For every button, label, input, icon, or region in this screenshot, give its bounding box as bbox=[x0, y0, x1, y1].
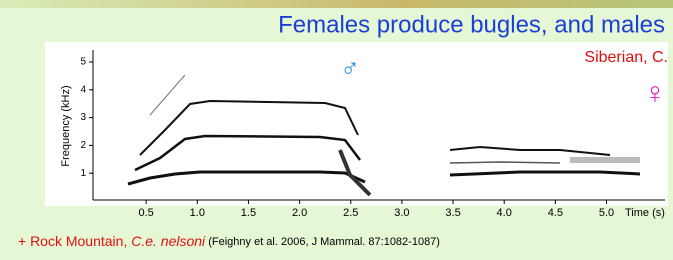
footer-citation: (Feighny et al. 2006, J Mammal. 87:1082-… bbox=[205, 236, 440, 248]
y-axis-label: Frequency (kHz) bbox=[60, 85, 72, 166]
x-tick-label: 3.5 bbox=[445, 207, 460, 219]
female-symbol: ♀ bbox=[644, 77, 667, 110]
footer-species: C.e. nelsoni bbox=[131, 233, 206, 249]
x-tick-label: 3.0 bbox=[394, 207, 409, 219]
x-tick-label: 5.0 bbox=[599, 207, 614, 219]
y-tick-label: 5 bbox=[80, 57, 86, 68]
x-tick-label: 2.0 bbox=[292, 207, 307, 219]
slide-title: Females produce bugles, and males bbox=[278, 11, 665, 38]
slide-canvas: Females produce bugles, and males Siberi… bbox=[0, 0, 673, 260]
y-tick-label: 4 bbox=[80, 84, 86, 95]
y-tick-label: 2 bbox=[80, 140, 86, 151]
x-tick-label: 1.5 bbox=[241, 207, 256, 219]
species-note: Siberian, C. bbox=[584, 49, 668, 66]
x-tick-label: 0.5 bbox=[139, 207, 154, 219]
male-symbol: ♂ bbox=[340, 53, 360, 83]
y-tick-label: 1 bbox=[80, 168, 86, 179]
footer: + Rock Mountain, C.e. nelsoni (Feighny e… bbox=[18, 233, 440, 249]
x-tick-label: 1.0 bbox=[190, 207, 205, 219]
x-tick-label: 2.5 bbox=[343, 207, 358, 219]
x-tick-label: 4.5 bbox=[548, 207, 563, 219]
x-tick-label: 4.0 bbox=[497, 207, 512, 219]
y-tick-label: 3 bbox=[80, 112, 86, 123]
slide: Females produce bugles, and males Siberi… bbox=[0, 0, 673, 260]
footer-prefix: + Rock Mountain, bbox=[18, 233, 131, 249]
x-axis-label: Time (s) bbox=[625, 207, 665, 219]
